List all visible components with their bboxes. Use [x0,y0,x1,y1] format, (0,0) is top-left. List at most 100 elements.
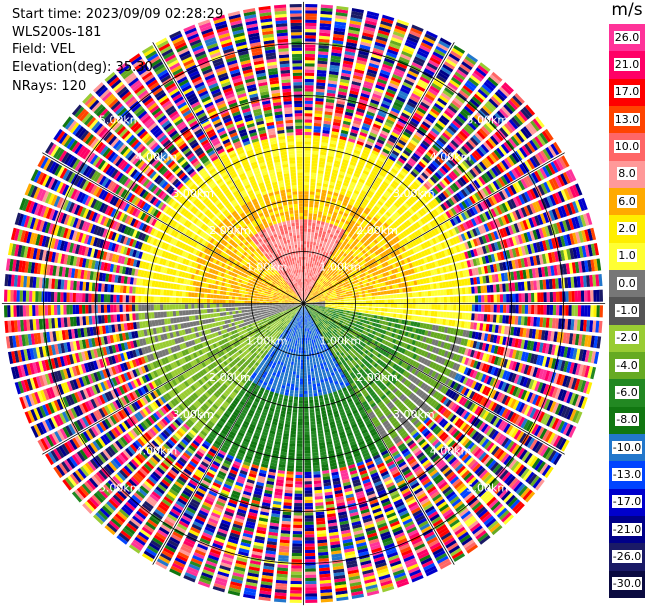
velocity-gate [429,162,438,171]
velocity-gate [323,241,327,246]
velocity-gate [344,114,353,120]
velocity-gate [446,304,451,311]
velocity-gate [382,251,387,257]
velocity-gate [434,141,443,150]
velocity-gate [465,295,469,303]
velocity-gate [321,218,326,222]
velocity-gate [307,295,310,299]
velocity-gate [396,313,400,319]
velocity-gate [324,222,330,227]
velocity-gate [317,170,324,174]
velocity-gate [340,132,348,138]
velocity-gate [311,169,317,174]
velocity-gate [305,53,316,58]
velocity-gate [385,228,391,235]
velocity-gate [536,134,546,146]
velocity-gate [364,143,373,150]
velocity-gate [319,285,322,289]
velocity-gate [364,313,369,317]
velocity-gate [348,233,353,238]
velocity-gate [403,304,407,309]
velocity-gate [376,260,382,265]
velocity-gate [521,304,526,314]
velocity-gate [520,128,530,139]
velocity-gate [326,242,330,247]
velocity-gate [385,175,393,182]
velocity-gate [305,278,308,282]
velocity-gate [340,295,344,298]
velocity-gate [332,272,336,277]
velocity-gate [399,288,403,293]
velocity-gate [456,150,465,159]
velocity-gate [371,252,377,258]
velocity-gate [358,206,365,212]
velocity-gate [484,294,488,303]
velocity-gate [433,311,438,317]
velocity-gate [483,157,492,167]
velocity-gate [341,126,350,132]
velocity-gate [350,255,355,260]
velocity-gate [320,274,324,279]
velocity-gate [426,222,433,230]
velocity-gate [320,263,324,268]
velocity-gate [496,163,505,174]
velocity-gate [312,222,316,227]
velocity-gate [494,131,504,142]
velocity-gate [350,84,361,90]
velocity-gate [414,178,422,186]
velocity-gate [370,152,378,159]
velocity-gate [587,290,591,302]
velocity-gate [334,157,342,162]
velocity-gate [363,146,372,153]
velocity-gate [360,189,367,196]
velocity-gate [365,164,373,170]
velocity-gate [396,120,406,128]
velocity-gate [349,293,353,296]
velocity-gate [337,279,342,284]
velocity-gate [486,170,494,181]
velocity-gate [334,305,338,307]
velocity-gate [479,189,487,198]
velocity-gate [355,166,363,173]
velocity-gate [385,118,395,126]
velocity-gate [351,155,359,161]
velocity-gate [377,174,385,181]
velocity-gate [360,238,365,244]
velocity-gate [366,111,376,117]
velocity-gate [423,137,433,146]
velocity-gate [337,309,341,312]
velocity-gate [343,156,350,161]
velocity-gate [345,259,350,264]
velocity-gate [432,219,439,227]
velocity-gate [353,149,361,155]
velocity-gate [356,263,361,268]
velocity-gate [312,284,316,288]
velocity-gate [332,166,340,171]
velocity-gate [353,276,358,281]
velocity-gate [515,132,525,143]
velocity-gate [475,112,486,122]
velocity-gate [559,291,563,302]
velocity-gate [403,202,410,209]
velocity-gate [419,227,425,235]
velocity-gate [305,299,309,302]
velocity-gate [359,300,363,304]
velocity-gate [328,299,332,301]
velocity-gate [405,162,413,170]
velocity-gate [373,315,378,319]
velocity-gate [329,207,334,212]
velocity-gate [415,246,421,253]
velocity-gate [305,38,316,42]
velocity-gate [354,265,359,270]
velocity-gate [363,209,369,215]
velocity-gate [443,304,448,311]
velocity-gate [452,137,462,146]
velocity-gate [350,278,355,282]
velocity-gate [346,277,351,281]
velocity-gate [326,232,330,237]
velocity-gate [453,296,457,303]
velocity-gate [491,167,499,177]
velocity-gate [481,295,485,303]
velocity-gate [332,36,344,42]
velocity-gate [328,257,333,262]
